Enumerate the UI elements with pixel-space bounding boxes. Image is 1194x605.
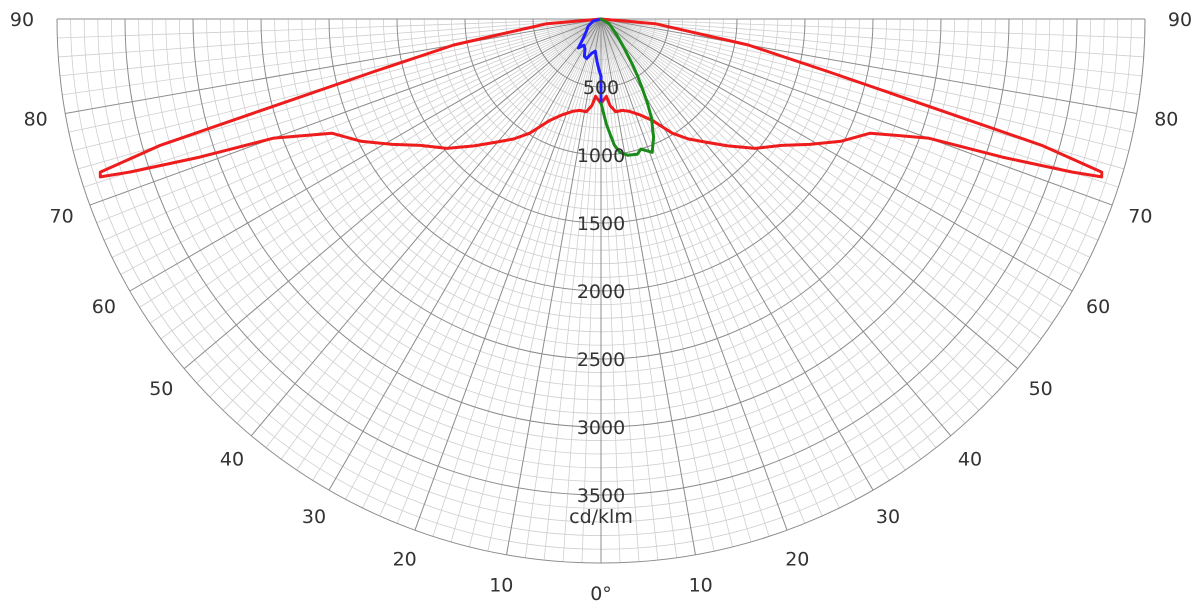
unit-label: cd/klm xyxy=(569,506,633,528)
angle-tick-label: 90 xyxy=(1168,9,1192,31)
radial-tick-label: 3000 xyxy=(577,417,625,439)
angle-spoke-major xyxy=(130,19,601,291)
angle-spoke-major xyxy=(601,19,1018,369)
angle-tick-label: 20 xyxy=(393,548,417,570)
radial-tick-label: 500 xyxy=(583,77,619,99)
angle-tick-label: 40 xyxy=(958,449,982,471)
radial-tick-label: 2500 xyxy=(577,349,625,371)
angle-spoke-major xyxy=(329,19,601,490)
angle-tick-label: 40 xyxy=(220,449,244,471)
radial-tick-label: 1500 xyxy=(577,213,625,235)
angle-tick-label: 30 xyxy=(876,506,900,528)
angle-spoke-major xyxy=(184,19,601,369)
angle-tick-label: 80 xyxy=(1154,109,1178,131)
angle-tick-label: 30 xyxy=(302,506,326,528)
angle-tick-label: 0° xyxy=(590,583,612,605)
angle-tick-label: 70 xyxy=(1128,205,1152,227)
angle-spoke-major xyxy=(65,19,601,113)
radial-tick-label: 3500 xyxy=(577,485,625,507)
angle-spoke-major xyxy=(601,19,1137,113)
radial-tick-label: 1000 xyxy=(577,145,625,167)
angle-tick-label: 80 xyxy=(24,109,48,131)
angle-tick-label: 60 xyxy=(92,296,116,318)
angle-tick-label: 60 xyxy=(1086,296,1110,318)
angle-tick-label: 20 xyxy=(785,548,809,570)
angle-tick-label: 50 xyxy=(1029,378,1053,400)
angle-spoke-major xyxy=(601,19,1072,291)
angle-tick-label: 50 xyxy=(149,378,173,400)
angle-tick-label: 90 xyxy=(10,9,34,31)
angle-tick-label: 10 xyxy=(689,574,713,596)
angle-spoke-major xyxy=(601,19,951,436)
angle-tick-label: 70 xyxy=(50,205,74,227)
angle-tick-label: 10 xyxy=(489,574,513,596)
angle-spoke-major xyxy=(251,19,601,436)
radial-tick-label: 2000 xyxy=(577,281,625,303)
